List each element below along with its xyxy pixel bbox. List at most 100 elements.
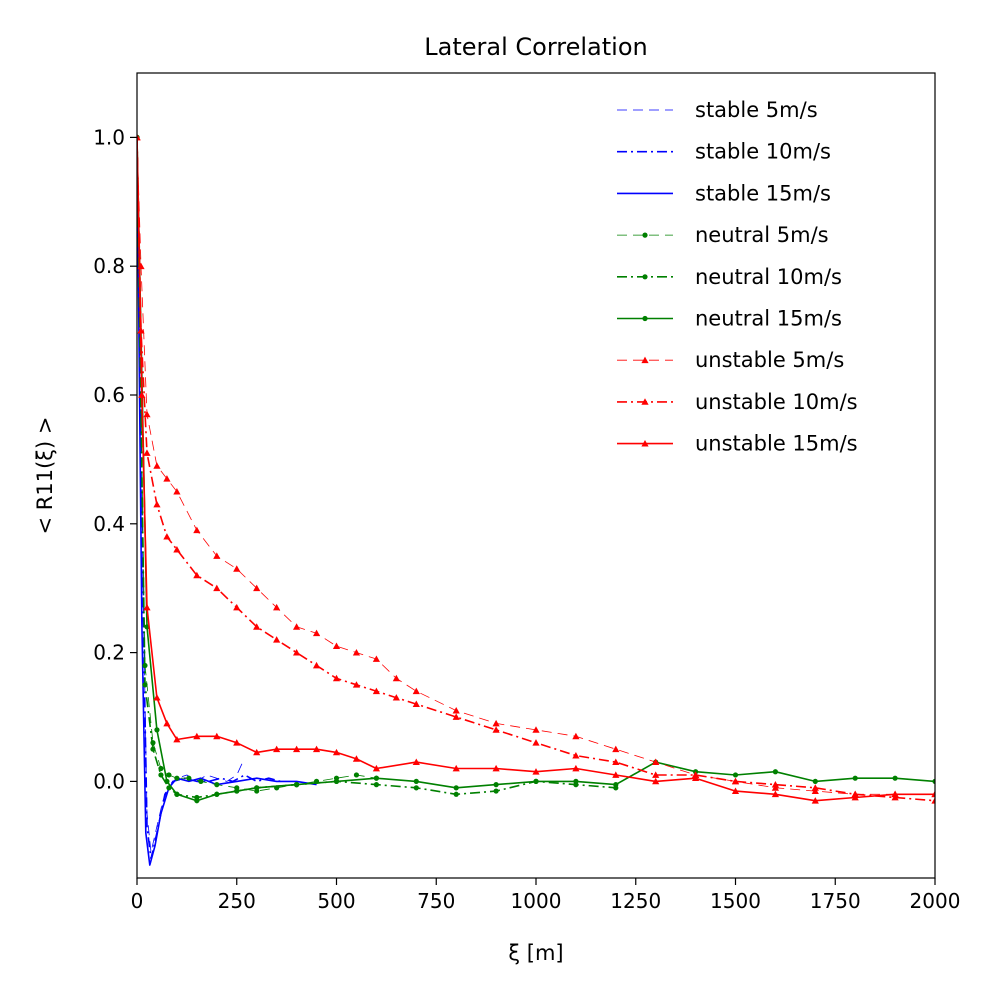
- y-tick-label: 0.4: [93, 512, 125, 536]
- data-point: [932, 778, 935, 784]
- legend-label: unstable 5m/s: [695, 348, 844, 372]
- data-point: [174, 791, 180, 797]
- data-point: [194, 798, 200, 804]
- data-point: [352, 649, 361, 656]
- legend-label: neutral 5m/s: [695, 223, 829, 247]
- data-point: [492, 719, 500, 727]
- y-tick-label: 0.0: [93, 769, 125, 793]
- data-point: [353, 772, 360, 778]
- series-unstable-15m-s: [137, 133, 935, 804]
- data-point: [332, 748, 341, 756]
- data-point: [572, 732, 580, 740]
- data-point: [352, 681, 361, 688]
- data-point: [392, 674, 400, 682]
- data-point: [143, 603, 151, 611]
- legend-entry: neutral 10m/s: [617, 265, 842, 289]
- series-layer: [137, 133, 935, 866]
- y-tick-label: 0.2: [93, 641, 125, 665]
- data-point: [692, 774, 700, 782]
- legend-label: unstable 10m/s: [695, 390, 858, 414]
- data-point: [372, 655, 380, 662]
- legend-label: stable 15m/s: [695, 181, 831, 205]
- series-line: [137, 137, 317, 866]
- data-point: [214, 791, 220, 797]
- legend-label: unstable 15m/s: [695, 432, 858, 456]
- data-point: [312, 661, 321, 669]
- data-point: [612, 745, 620, 753]
- chart-title: Lateral Correlation: [424, 33, 647, 61]
- series-neutral-10m-s: [137, 134, 619, 801]
- series-neutral-5m-s: [137, 134, 379, 794]
- data-point: [143, 449, 151, 456]
- data-point: [412, 758, 420, 765]
- data-point: [332, 674, 341, 682]
- data-point: [413, 778, 419, 785]
- data-point: [173, 735, 181, 743]
- data-point: [293, 745, 301, 753]
- data-point: [372, 687, 380, 695]
- data-point: [453, 785, 459, 791]
- data-point: [234, 788, 240, 794]
- data-point: [373, 782, 379, 788]
- data-point: [332, 642, 341, 650]
- x-tick-label: 2000: [910, 889, 961, 913]
- data-point: [812, 778, 818, 785]
- data-point: [931, 797, 935, 804]
- legend: stable 5m/s stable 10m/s stable 15m/s neutr…: [617, 98, 858, 456]
- data-point: [193, 526, 201, 534]
- data-point: [233, 739, 241, 746]
- x-tick-label: 250: [218, 889, 256, 913]
- data-point: [731, 787, 740, 794]
- data-point: [572, 764, 580, 772]
- data-point: [652, 758, 660, 765]
- data-point: [612, 771, 620, 778]
- x-tick-label: 1500: [710, 889, 761, 913]
- data-point: [214, 782, 220, 788]
- data-point: [452, 764, 460, 772]
- data-point: [772, 769, 779, 775]
- data-point: [452, 713, 460, 720]
- data-point: [158, 772, 164, 778]
- data-point: [294, 782, 300, 788]
- data-point: [533, 778, 539, 785]
- series-line: [137, 137, 616, 799]
- data-point: [652, 777, 660, 785]
- data-point: [173, 488, 181, 495]
- data-point: [453, 791, 459, 797]
- legend-marker: [642, 232, 648, 238]
- series-line: [137, 137, 935, 802]
- series-line: [137, 137, 244, 853]
- data-point: [163, 533, 171, 540]
- data-point: [452, 706, 460, 714]
- data-point: [613, 782, 619, 788]
- legend-marker: [641, 398, 649, 405]
- legend-entry: stable 5m/s: [617, 98, 818, 122]
- data-point: [931, 790, 935, 798]
- axes-layer: 0 250 500 750 1000 1250 1500 1750 2000 0.0 0.2 0.4 0…: [93, 125, 960, 913]
- data-point: [771, 790, 779, 798]
- data-point: [153, 462, 161, 469]
- series-line: [137, 137, 935, 802]
- data-point: [573, 778, 579, 785]
- data-point: [142, 682, 148, 688]
- data-point: [852, 775, 858, 781]
- data-point: [612, 758, 620, 765]
- data-point: [213, 584, 221, 592]
- data-point: [771, 781, 779, 788]
- legend-entry: neutral 5m/s: [617, 223, 829, 247]
- data-point: [532, 726, 540, 733]
- data-point: [293, 649, 301, 656]
- data-point: [198, 778, 204, 785]
- data-point: [373, 775, 379, 781]
- legend-label: stable 5m/s: [695, 98, 818, 122]
- data-point: [532, 768, 540, 775]
- data-point: [154, 727, 160, 733]
- data-point: [413, 785, 419, 791]
- legend-entry: unstable 10m/s: [617, 390, 858, 414]
- data-point: [493, 788, 499, 794]
- data-point: [173, 545, 181, 553]
- legend-marker: [641, 356, 649, 364]
- data-point: [138, 391, 146, 398]
- data-point: [492, 764, 500, 772]
- data-point: [193, 571, 201, 579]
